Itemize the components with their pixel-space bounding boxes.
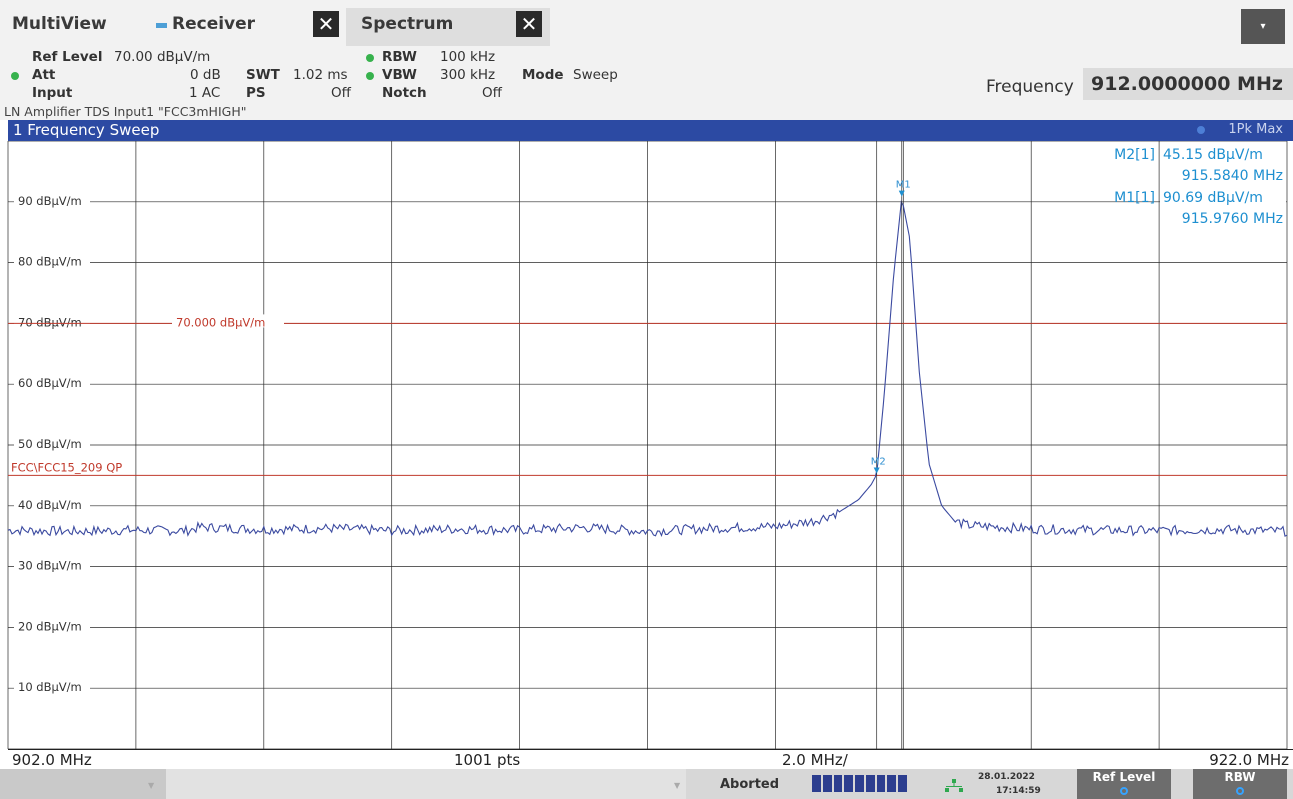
y-label-bg bbox=[14, 678, 90, 693]
rbw-status-dot-icon bbox=[366, 54, 374, 62]
y-axis-label: 90 dBµV/m bbox=[18, 194, 82, 208]
ref-level-value[interactable]: 70.00 dBµV/m bbox=[114, 49, 211, 65]
ref-level-label: Ref Level bbox=[32, 49, 103, 65]
sweep-status-text: Aborted bbox=[720, 777, 780, 792]
x-axis-bar: 902.0 MHz 1001 pts 2.0 MHz/ 922.0 MHz bbox=[8, 749, 1293, 769]
rbw-softkey-label: RBW bbox=[1224, 770, 1256, 784]
input-value[interactable]: 1 AC bbox=[189, 85, 221, 101]
x-start-label: 902.0 MHz bbox=[12, 751, 92, 769]
mode-value[interactable]: Sweep bbox=[573, 67, 618, 83]
ref-line-label-bg bbox=[172, 314, 284, 328]
points-label: 1001 pts bbox=[454, 751, 521, 769]
status-time: 17:14:59 bbox=[996, 786, 1041, 796]
vbw-status-dot-icon bbox=[366, 72, 374, 80]
att-label: Att bbox=[32, 67, 56, 83]
chevron-down-icon[interactable]: ▼ bbox=[148, 781, 155, 790]
span-per-div-label: 2.0 MHz/ bbox=[782, 751, 848, 769]
y-label-bg bbox=[14, 191, 90, 206]
frequency-label: Frequency bbox=[986, 77, 1074, 97]
tab-bar: MultiView Receiver ✕ Spectrum ✕ ▾ bbox=[0, 0, 1293, 46]
y-axis-label: 40 dBµV/m bbox=[18, 498, 82, 512]
rbw-label: RBW bbox=[382, 49, 417, 65]
input-info-line: LN Amplifier TDS Input1 "FCC3mHIGH" bbox=[4, 104, 247, 119]
chevron-down-icon[interactable]: ▼ bbox=[674, 781, 681, 790]
y-axis-label: 80 dBµV/m bbox=[18, 255, 82, 269]
marker-triangle-icon bbox=[873, 467, 880, 474]
receiver-color-swatch-icon bbox=[156, 23, 167, 28]
status-left-panel: ▼ bbox=[0, 769, 166, 799]
marker-triangle-icon bbox=[898, 190, 905, 197]
input-label: Input bbox=[32, 85, 73, 101]
x-stop-label: 922.0 MHz bbox=[1209, 751, 1289, 769]
status-bar: ▼ ▼ Aborted 28.01.2022 17:14:59 Ref Leve… bbox=[0, 769, 1293, 799]
rbw-indicator-icon bbox=[1236, 787, 1244, 795]
status-date: 28.01.2022 bbox=[978, 772, 1035, 782]
ps-value[interactable]: Off bbox=[331, 85, 351, 101]
marker-table-freq: 915.9760 MHz bbox=[1182, 211, 1283, 227]
network-icon bbox=[945, 779, 963, 792]
ref-level-indicator-icon bbox=[1120, 787, 1128, 795]
marker-table-level: 90.69 dBµV/m bbox=[1163, 190, 1263, 206]
y-axis-label: 70 dBµV/m bbox=[18, 315, 82, 329]
marker-table-bg bbox=[1160, 145, 1286, 185]
tab-receiver[interactable]: Receiver bbox=[172, 14, 256, 34]
swt-value[interactable]: 1.02 ms bbox=[293, 67, 348, 83]
progress-bar bbox=[812, 775, 908, 792]
notch-value[interactable]: Off bbox=[482, 85, 502, 101]
limit-line-label: FCC\FCC15_209 QP bbox=[11, 460, 122, 474]
rbw-softkey[interactable]: RBW bbox=[1193, 769, 1287, 799]
marker-label: M1 bbox=[896, 180, 911, 191]
marker-table-bg bbox=[1160, 188, 1286, 228]
markers: M1 M2 bbox=[871, 141, 911, 749]
dropdown-menu-button[interactable]: ▾ bbox=[1241, 9, 1285, 44]
ref-line-label: 70.000 dBµV/m bbox=[176, 315, 265, 329]
ps-label: PS bbox=[246, 85, 266, 101]
y-axis-label: 50 dBµV/m bbox=[18, 437, 82, 451]
tab-spectrum[interactable]: Spectrum bbox=[361, 14, 454, 34]
close-spectrum-tab-icon[interactable]: ✕ bbox=[516, 11, 542, 37]
y-label-bg bbox=[14, 556, 90, 571]
rbw-value[interactable]: 100 kHz bbox=[440, 49, 496, 65]
reference-lines: 70.000 dBµV/m FCC\FCC15_209 QP bbox=[8, 314, 1287, 476]
spectrum-plot[interactable]: 90 dBµV/m 80 dBµV/m 70 dBµV/m 60 dBµV/m 50 d… bbox=[0, 141, 1293, 749]
vbw-label: VBW bbox=[382, 67, 417, 83]
y-label-bg bbox=[14, 435, 90, 449]
diagram-header: 1 Frequency Sweep 1Pk Max bbox=[8, 120, 1293, 141]
swt-label: SWT bbox=[246, 67, 280, 83]
marker-table-name: M1[1] bbox=[1114, 190, 1155, 206]
y-label-bg bbox=[14, 495, 90, 510]
y-label-bg bbox=[14, 252, 90, 267]
marker-label: M2 bbox=[871, 456, 886, 467]
ref-level-softkey[interactable]: Ref Level bbox=[1077, 769, 1171, 799]
frequency-value-field[interactable]: 912.0000000 MHz bbox=[1083, 68, 1293, 100]
mode-label: Mode bbox=[522, 67, 564, 83]
marker-table-name: M2[1] bbox=[1114, 147, 1155, 163]
notch-label: Notch bbox=[382, 85, 427, 101]
att-value[interactable]: 0 dB bbox=[190, 67, 221, 83]
marker-table-freq: 915.5840 MHz bbox=[1182, 168, 1283, 184]
trace-label: 1Pk Max bbox=[1228, 122, 1283, 137]
att-status-dot-icon bbox=[11, 72, 19, 80]
y-axis-labels: 90 dBµV/m 80 dBµV/m 70 dBµV/m 60 dBµV/m 50 d… bbox=[14, 191, 90, 694]
y-axis-label: 30 dBµV/m bbox=[18, 559, 82, 573]
tab-multiview[interactable]: MultiView bbox=[12, 14, 107, 34]
diagram-title: 1 Frequency Sweep bbox=[13, 121, 160, 139]
y-label-bg bbox=[14, 617, 90, 632]
close-receiver-tab-icon[interactable]: ✕ bbox=[313, 11, 339, 37]
y-axis-label: 20 dBµV/m bbox=[18, 619, 82, 633]
trace-1-pk-max bbox=[7, 200, 1288, 537]
status-message-panel: ▼ bbox=[166, 769, 686, 799]
marker-table-level: 45.15 dBµV/m bbox=[1163, 147, 1263, 163]
settings-panel: Ref Level 70.00 dBµV/m Att 0 dB Input 1 … bbox=[0, 46, 1293, 120]
marker-table: M2[1] 45.15 dBµV/m 915.5840 MHz M1[1] 90.69 … bbox=[1114, 145, 1286, 228]
vbw-value[interactable]: 300 kHz bbox=[440, 67, 496, 83]
ref-level-softkey-label: Ref Level bbox=[1092, 770, 1156, 784]
y-axis-label: 10 dBµV/m bbox=[18, 680, 82, 694]
trace-indicator-icon bbox=[1197, 126, 1205, 134]
y-label-bg bbox=[14, 374, 90, 389]
y-axis-label: 60 dBµV/m bbox=[18, 376, 82, 390]
